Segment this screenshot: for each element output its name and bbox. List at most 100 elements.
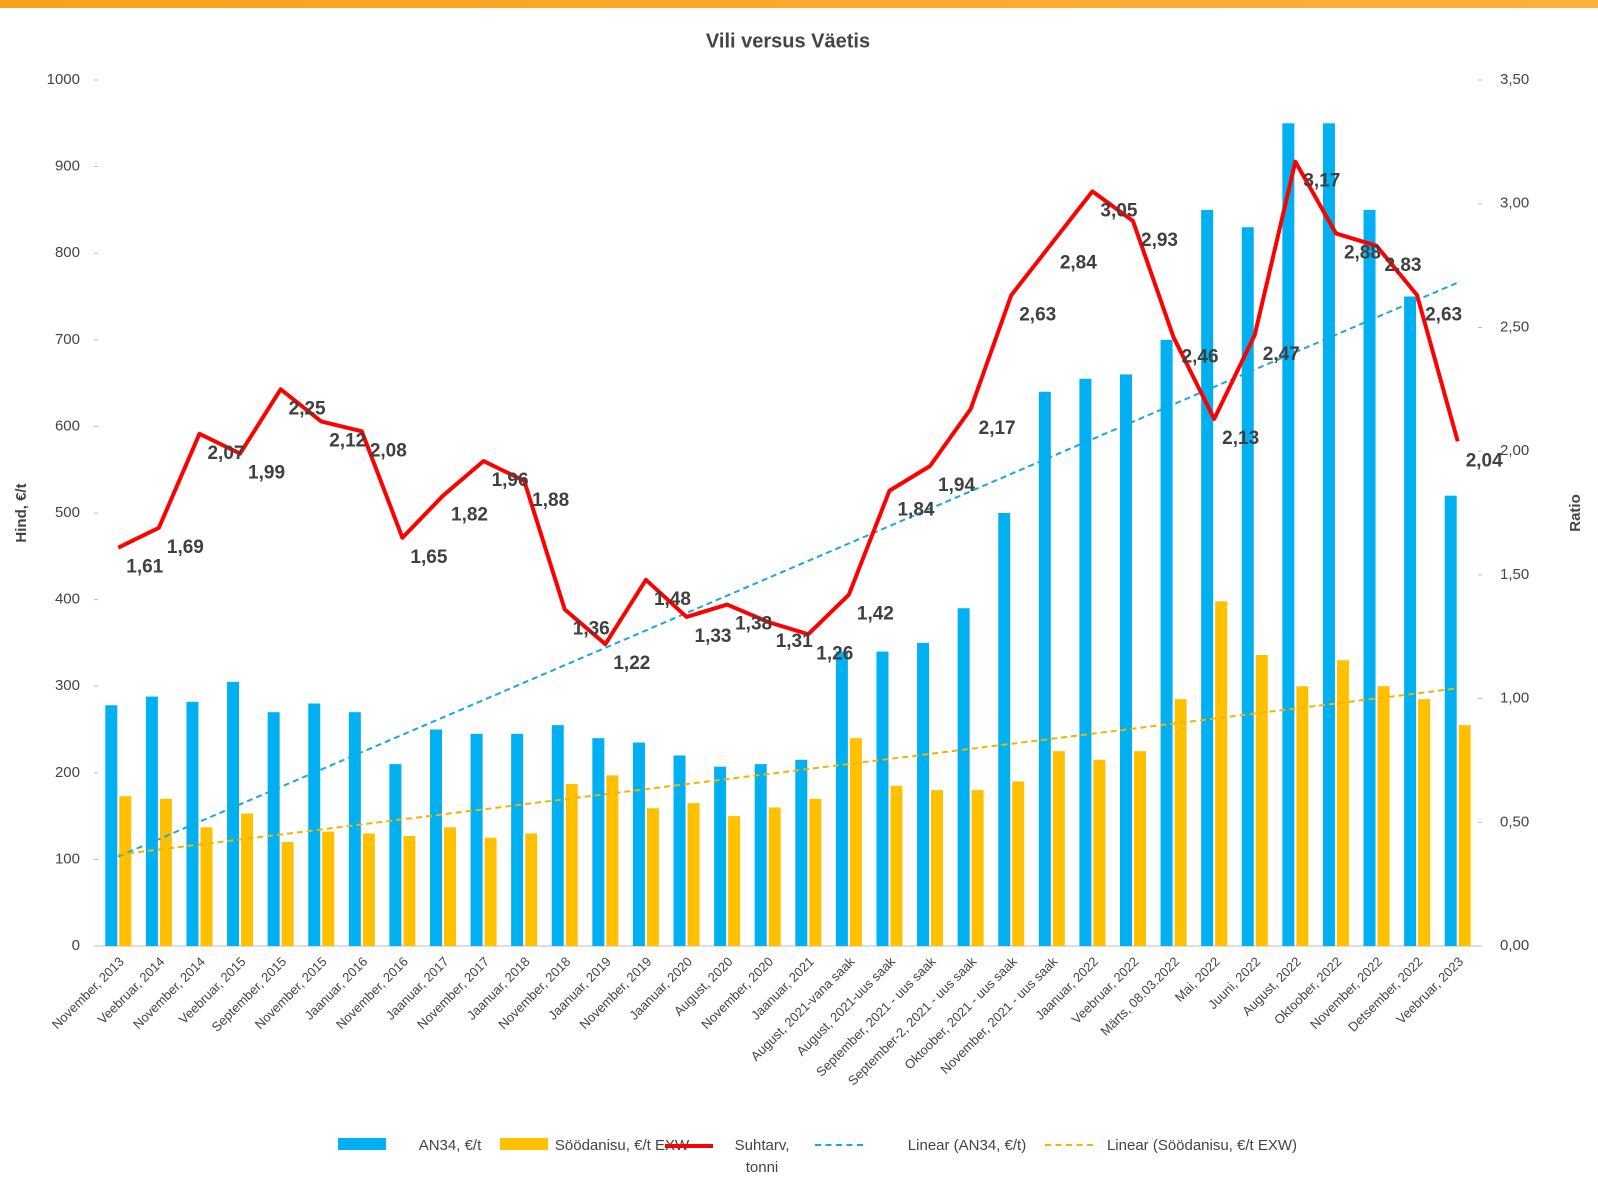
bar bbox=[632, 742, 645, 946]
y2-axis-label: Ratio bbox=[1567, 494, 1584, 532]
data-label: 2,88 bbox=[1344, 242, 1381, 263]
x-tick-label: Detsember, 2022 bbox=[1345, 954, 1426, 1035]
bar bbox=[105, 705, 118, 946]
bar bbox=[1363, 209, 1376, 946]
bar bbox=[957, 608, 970, 946]
data-label: 2,12 bbox=[329, 430, 366, 451]
y-tick-label: 300 bbox=[55, 677, 80, 694]
x-tick-label: November, 2020 bbox=[698, 954, 776, 1032]
x-tick-label: November, 2016 bbox=[333, 954, 411, 1032]
legend-swatch bbox=[815, 1144, 863, 1146]
x-tick-label: Märts, 08.03.2022 bbox=[1097, 954, 1182, 1039]
legend-item: AN34, €/t bbox=[338, 1135, 510, 1157]
y-tick-label: 800 bbox=[55, 244, 80, 261]
data-label: 1,22 bbox=[613, 653, 650, 674]
legend-swatch bbox=[1045, 1144, 1093, 1146]
bar bbox=[1174, 699, 1187, 946]
bar bbox=[876, 651, 889, 946]
y-tick-label: 1000 bbox=[47, 71, 80, 88]
bar bbox=[1255, 655, 1268, 946]
bar bbox=[200, 827, 213, 946]
bar bbox=[430, 729, 442, 946]
data-label: 1,94 bbox=[938, 475, 975, 496]
y2-tick-label: 1,50 bbox=[1500, 566, 1529, 583]
legend-swatch bbox=[338, 1138, 386, 1150]
bar bbox=[809, 798, 822, 946]
bar bbox=[348, 712, 361, 946]
data-label: 1,82 bbox=[451, 505, 488, 526]
data-label: 1,38 bbox=[735, 614, 772, 635]
bar bbox=[917, 642, 930, 946]
bar bbox=[403, 836, 416, 946]
bar bbox=[1120, 374, 1132, 946]
bar bbox=[565, 784, 578, 946]
legend-swatch bbox=[500, 1138, 548, 1150]
data-label: 1,61 bbox=[126, 557, 163, 578]
y-tick-label: 200 bbox=[55, 764, 80, 781]
data-label: 1,69 bbox=[167, 537, 204, 558]
bar bbox=[1404, 296, 1417, 946]
bar bbox=[322, 831, 335, 946]
y-tick-label: 100 bbox=[55, 850, 80, 867]
ratio-line bbox=[117, 159, 1460, 647]
legend-item: Söödanisu, €/t EXW bbox=[500, 1135, 692, 1157]
y2-tick-label: 1,00 bbox=[1500, 690, 1529, 707]
bar bbox=[525, 833, 538, 946]
y2-tick-label: 2,00 bbox=[1500, 442, 1529, 459]
data-label: 2,84 bbox=[1060, 252, 1097, 273]
bar bbox=[119, 796, 132, 946]
legend-item: Linear (AN34, €/t) bbox=[815, 1135, 1067, 1157]
data-label: 2,08 bbox=[370, 440, 407, 461]
bar bbox=[470, 733, 483, 946]
bar bbox=[1093, 759, 1106, 946]
bar bbox=[714, 766, 727, 946]
data-label: 1,99 bbox=[248, 463, 285, 484]
data-label: 1,48 bbox=[654, 589, 691, 610]
bar bbox=[931, 790, 944, 946]
bar bbox=[1134, 751, 1146, 946]
bar bbox=[890, 785, 903, 946]
legend-item: Linear (Söödanisu, €/t EXW) bbox=[1045, 1135, 1307, 1157]
data-label: 1,42 bbox=[857, 604, 894, 625]
chart-title: Vili versus Väetis bbox=[706, 30, 870, 52]
data-label: 1,84 bbox=[897, 500, 934, 521]
y-tick-label: 400 bbox=[55, 591, 80, 608]
legend-item: Suhtarv, tonni bbox=[665, 1135, 807, 1179]
data-label: 1,36 bbox=[573, 619, 610, 640]
bar bbox=[145, 696, 158, 946]
data-label: 2,93 bbox=[1141, 230, 1178, 251]
bar bbox=[673, 755, 686, 946]
bar bbox=[754, 764, 767, 946]
x-tick-label: September, 2015 bbox=[209, 954, 290, 1035]
bar bbox=[971, 790, 984, 946]
y2-tick-label: 3,00 bbox=[1500, 195, 1529, 212]
legend-label: Söödanisu, €/t EXW bbox=[554, 1137, 690, 1154]
bar bbox=[835, 651, 848, 946]
data-label: 1,31 bbox=[776, 631, 813, 652]
bar bbox=[444, 827, 456, 946]
data-label: 2,47 bbox=[1263, 344, 1300, 365]
bar bbox=[1282, 123, 1295, 947]
bar bbox=[1322, 123, 1335, 947]
bar bbox=[484, 837, 497, 946]
bar bbox=[241, 813, 254, 946]
x-tick-label: November, 2017 bbox=[414, 954, 492, 1032]
bar bbox=[1052, 751, 1065, 946]
y-tick-label: 900 bbox=[55, 158, 80, 175]
bar bbox=[1418, 699, 1431, 946]
data-label: 2,25 bbox=[289, 398, 326, 419]
bar bbox=[646, 808, 659, 946]
bar bbox=[1296, 686, 1309, 946]
bar bbox=[1458, 725, 1471, 946]
bar bbox=[551, 725, 564, 946]
data-label: 2,07 bbox=[207, 443, 244, 464]
data-label: 2,04 bbox=[1466, 450, 1503, 471]
data-label: 1,96 bbox=[492, 470, 529, 491]
bar bbox=[227, 681, 240, 946]
x-tick-label: November, 2015 bbox=[252, 954, 330, 1032]
y-tick-label: 500 bbox=[55, 504, 80, 521]
bar bbox=[308, 703, 321, 946]
data-label: 2,63 bbox=[1019, 304, 1056, 325]
legend-label: AN34, €/t bbox=[418, 1137, 482, 1154]
data-label: 3,05 bbox=[1100, 200, 1137, 221]
